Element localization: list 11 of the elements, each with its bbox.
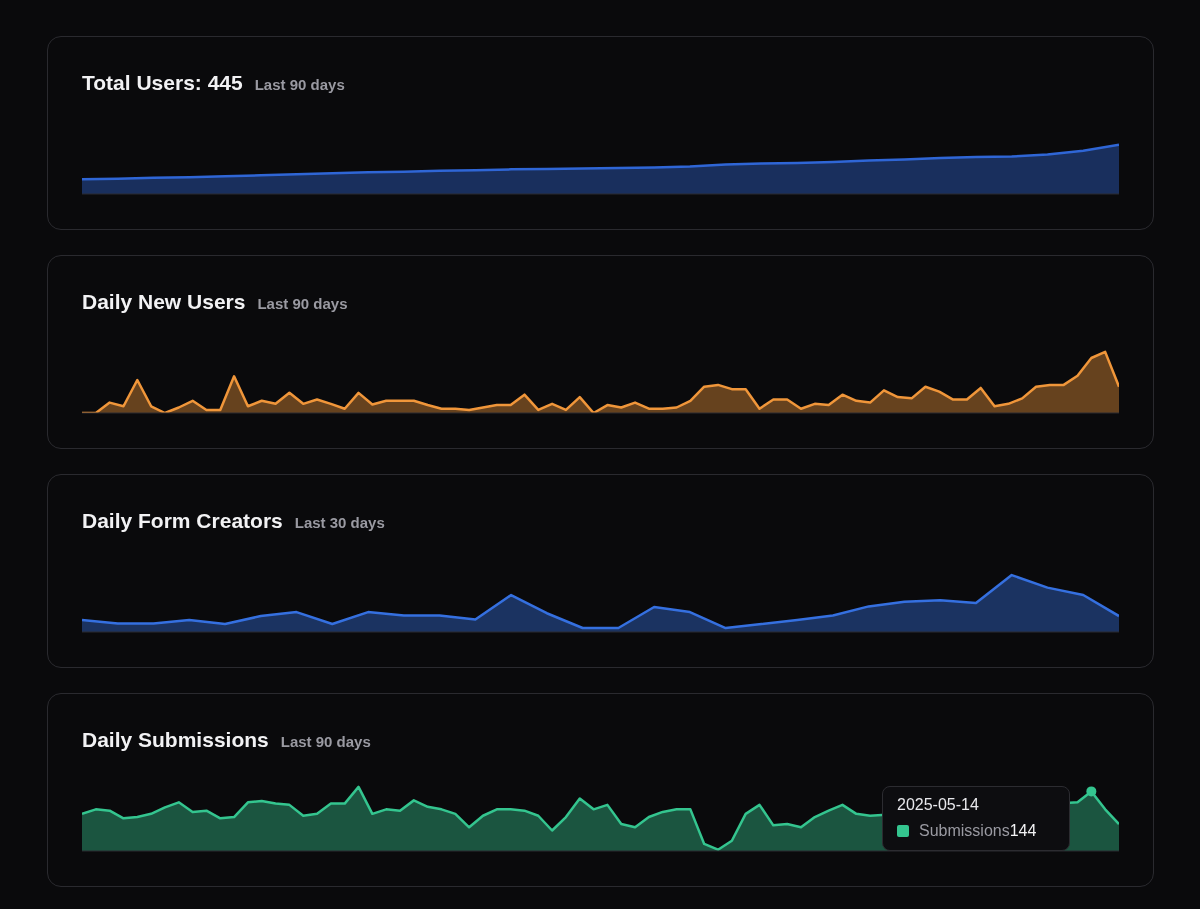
chart-title: Total Users: 445: [82, 71, 243, 95]
chart-title: Daily New Users: [82, 290, 246, 314]
annotation: Submissions: [919, 822, 1010, 840]
chart-subtitle: Last 90 days: [254, 76, 345, 93]
annotation: 2025-05-14: [897, 796, 980, 814]
chart-title: Daily Submissions: [82, 728, 269, 752]
chart-title: Daily Form Creators: [82, 509, 283, 533]
chart-subtitle: Last 90 days: [257, 295, 348, 312]
chart-subtitle: Last 30 days: [294, 514, 385, 531]
chart-subtitle: Last 90 days: [280, 733, 371, 750]
annotation: 144: [1009, 822, 1037, 840]
